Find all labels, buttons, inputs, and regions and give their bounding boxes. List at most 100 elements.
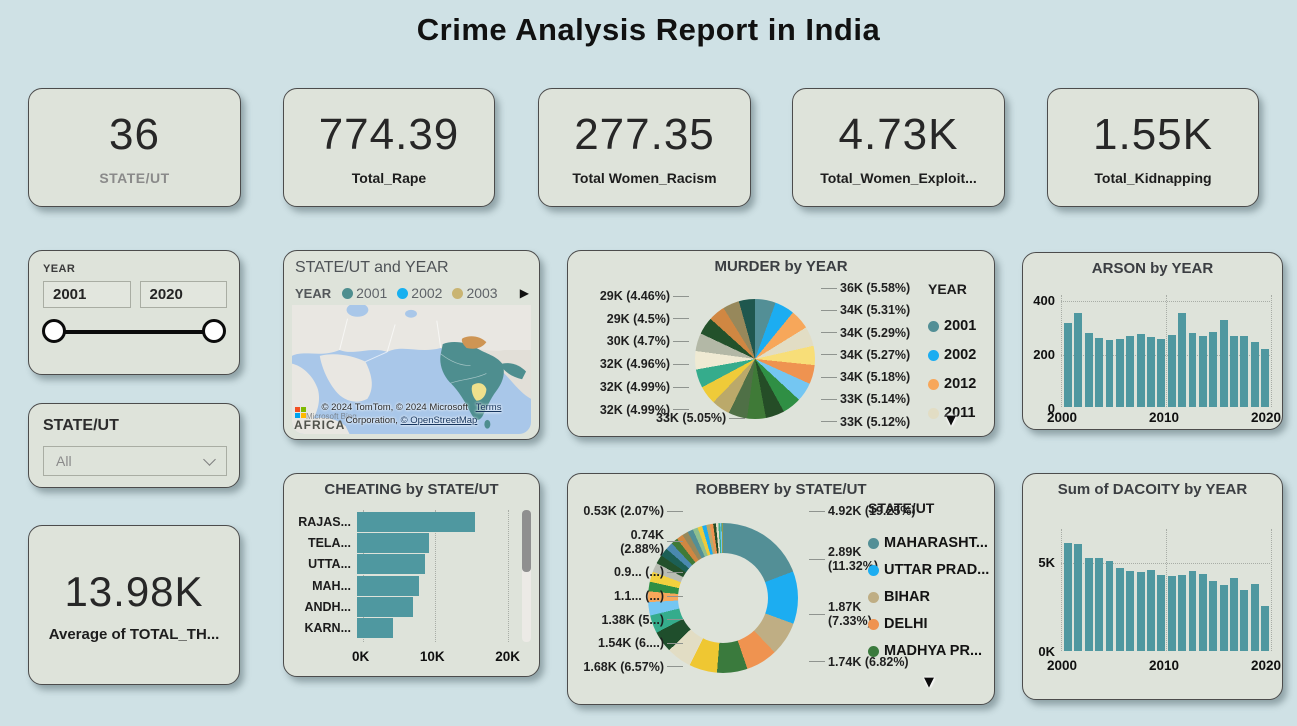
legend-item[interactable]: UTTAR PRAD... (868, 562, 989, 578)
bar[interactable] (1209, 580, 1218, 651)
legend-swatch (928, 378, 939, 390)
bar[interactable] (1167, 576, 1176, 651)
leader-line (809, 558, 825, 560)
bar[interactable] (1074, 312, 1083, 407)
bar[interactable] (1064, 322, 1072, 407)
leader-line (821, 376, 837, 378)
bar[interactable] (1157, 574, 1166, 651)
bar[interactable] (1105, 339, 1114, 407)
legend-item[interactable]: 2001 (928, 318, 976, 334)
bar[interactable] (1250, 584, 1259, 651)
kpi-label: Total_Rape (351, 169, 427, 186)
year-slider-handle-min[interactable] (42, 319, 66, 343)
bar[interactable] (1147, 570, 1155, 651)
legend-item[interactable]: 2003 (452, 285, 498, 301)
leader-line (809, 661, 825, 663)
bar[interactable] (1136, 333, 1145, 407)
bar[interactable] (1261, 349, 1269, 407)
bar[interactable] (1084, 333, 1093, 407)
map-legend-items: 2001 2002 2003 (342, 285, 498, 301)
legend-item[interactable]: MAHARASHT... (868, 535, 989, 551)
map-legend-title: YEAR (295, 285, 332, 301)
scrollbar-thumb[interactable] (522, 510, 531, 572)
bar[interactable] (1209, 332, 1218, 407)
bar[interactable] (1157, 339, 1166, 407)
bar[interactable] (1167, 335, 1176, 407)
bar[interactable] (1105, 561, 1114, 651)
bar[interactable] (1230, 336, 1238, 407)
bar[interactable] (357, 596, 413, 617)
legend-item[interactable]: 2012 (928, 376, 976, 392)
bar[interactable] (1084, 558, 1093, 651)
map-region-label: AFRICA (294, 418, 346, 432)
kpi-card-state-ut[interactable]: 36 STATE/UT (28, 88, 241, 207)
kpi-value: 13.98K (64, 567, 204, 615)
kpi-card-total-kidnapping[interactable]: 1.55K Total_Kidnapping (1047, 88, 1259, 207)
bar[interactable] (1074, 543, 1083, 651)
gridline (1061, 563, 1270, 564)
state-dropdown[interactable]: All (43, 446, 227, 476)
pie-slice-label: 34K (5.18%) (818, 370, 943, 384)
year-slider-handle-max[interactable] (202, 319, 226, 343)
bar[interactable] (1198, 573, 1207, 651)
year-max-input[interactable]: 2020 (139, 281, 227, 308)
bar[interactable] (1126, 335, 1135, 407)
bar[interactable] (1095, 558, 1103, 651)
bar[interactable] (1178, 575, 1186, 651)
bar[interactable] (1136, 571, 1145, 651)
kpi-card-total-rape[interactable]: 774.39 Total_Rape (283, 88, 495, 207)
murder-panel: MURDER by YEAR 29K (4.46%) 29K (4.5%) 30K … (567, 250, 995, 437)
bar[interactable] (1188, 332, 1197, 407)
legend-more-icon[interactable]: ▼ (946, 413, 956, 428)
bar[interactable] (1240, 589, 1249, 651)
bar[interactable] (1115, 339, 1124, 407)
bar[interactable] (1219, 585, 1228, 651)
legend-item[interactable]: 2002 (397, 285, 442, 301)
bar[interactable] (1240, 335, 1249, 407)
bar[interactable] (1219, 319, 1228, 407)
bar[interactable] (1250, 342, 1259, 407)
bar[interactable] (1198, 335, 1207, 407)
bar[interactable] (1115, 568, 1124, 651)
terms-link[interactable]: Terms (475, 402, 502, 414)
bar-track (357, 512, 513, 532)
murder-pie[interactable] (695, 299, 815, 419)
kpi-card-average-theft[interactable]: 13.98K Average of TOTAL_TH... (28, 525, 240, 685)
legend-more-icon[interactable]: ▼ (924, 675, 934, 690)
bar[interactable] (1064, 543, 1072, 651)
scrollbar[interactable] (522, 510, 531, 642)
bar[interactable] (1261, 606, 1269, 651)
bing-map[interactable]: Microsoft Bing AFRICA © 2024 TomTom, © 2… (292, 305, 531, 434)
openstreetmap-link[interactable]: © OpenStreetMap (400, 415, 478, 427)
legend-expand-icon[interactable]: ▶ (519, 286, 529, 300)
bar[interactable] (357, 617, 394, 638)
bar[interactable] (1126, 570, 1135, 651)
bar[interactable] (1188, 570, 1197, 651)
legend-item[interactable]: 2001 (342, 285, 387, 301)
pie-slice-label: 32K (4.99%) (574, 380, 692, 394)
kpi-card-total-women-racism[interactable]: 277.35 Total Women_Racism (538, 88, 751, 207)
bar[interactable] (357, 575, 420, 596)
legend-item[interactable]: MADHYA PR... (868, 643, 989, 659)
bar[interactable] (1230, 578, 1238, 651)
kpi-card-total-women-exploit[interactable]: 4.73K Total_Women_Exploit... (792, 88, 1005, 207)
bar[interactable] (357, 512, 476, 532)
leader-line (673, 318, 689, 320)
x-tick-label: 2010 (1148, 658, 1180, 673)
bar[interactable] (1095, 337, 1103, 407)
bar[interactable] (357, 533, 429, 554)
legend-item[interactable]: 2011 (928, 405, 976, 421)
year-slider-track[interactable] (53, 330, 215, 334)
legend-item[interactable]: DELHI (868, 616, 989, 632)
murder-labels-right: 36K (5.58%) 34K (5.31%) 34K (5.29%) 34K (5.… (818, 281, 943, 429)
legend-item[interactable]: 2002 (928, 347, 976, 363)
year-min-input[interactable]: 2001 (43, 281, 131, 308)
bar[interactable] (1178, 312, 1186, 407)
bar[interactable] (357, 554, 426, 575)
pie-slice-label: 34K (5.27%) (818, 348, 943, 362)
pie-slice-label: 1.38K (5...) (572, 613, 686, 627)
bar[interactable] (1147, 337, 1155, 407)
category-label: TELA... (307, 536, 351, 551)
legend-item[interactable]: BIHAR (868, 589, 989, 605)
leader-line (667, 666, 683, 668)
